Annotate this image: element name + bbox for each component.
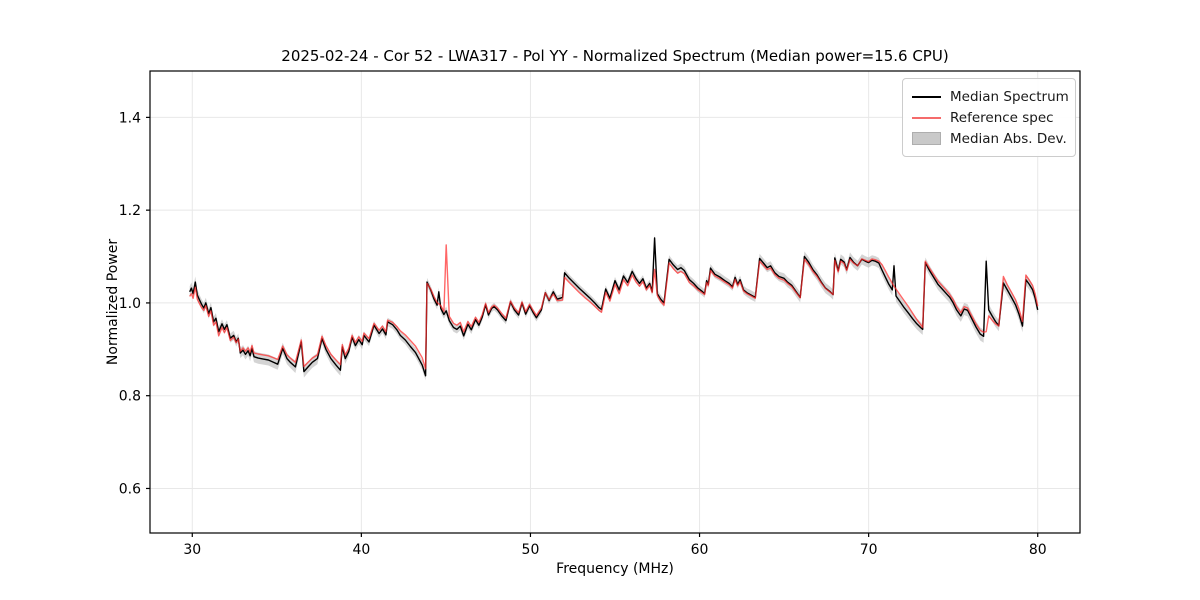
x-tick-label: 60: [691, 542, 709, 558]
median-spectrum-line: [189, 237, 1039, 377]
legend-label: Median Abs. Dev.: [950, 130, 1067, 147]
x-tick-label: 50: [522, 542, 540, 558]
chart-title: 2025-02-24 - Cor 52 - LWA317 - Pol YY - …: [281, 47, 949, 65]
y-tick-label: 0.8: [119, 389, 141, 405]
x-tick-label: 80: [1029, 542, 1047, 558]
axes-frame: [149, 70, 1081, 534]
x-tick-label: 70: [860, 542, 878, 558]
legend-label: Reference spec: [950, 109, 1054, 126]
legend: Median Spectrum Reference spec Median Ab…: [902, 78, 1076, 157]
legend-label: Median Spectrum: [950, 88, 1069, 105]
y-tick-label: 1.4: [119, 110, 141, 126]
y-axis-label: Normalized Power: [105, 238, 121, 366]
median-abs-dev-patch-swatch-icon: [912, 132, 941, 145]
reference-spec-line-swatch-icon: [912, 116, 941, 119]
x-axis-label: Frequency (MHz): [556, 561, 674, 577]
reference-spectrum-line: [189, 244, 1039, 370]
y-tick-label: 0.6: [119, 481, 141, 497]
x-tick-label: 40: [352, 542, 370, 558]
y-tick-label: 1.0: [119, 296, 141, 312]
mad-band: [189, 233, 1038, 381]
y-tick-label: 1.2: [119, 203, 141, 219]
legend-item-median-abs-dev: Median Abs. Dev.: [912, 128, 1067, 149]
x-tick-label: 30: [183, 542, 201, 558]
legend-item-median-spectrum: Median Spectrum: [912, 86, 1069, 107]
legend-item-reference-spec: Reference spec: [912, 107, 1065, 128]
median-spectrum-line-swatch-icon: [912, 95, 941, 98]
axis-ticks: 30 40 50 60 70 80 0.6 0.8 1.0 1.2 1.4: [119, 110, 1047, 558]
